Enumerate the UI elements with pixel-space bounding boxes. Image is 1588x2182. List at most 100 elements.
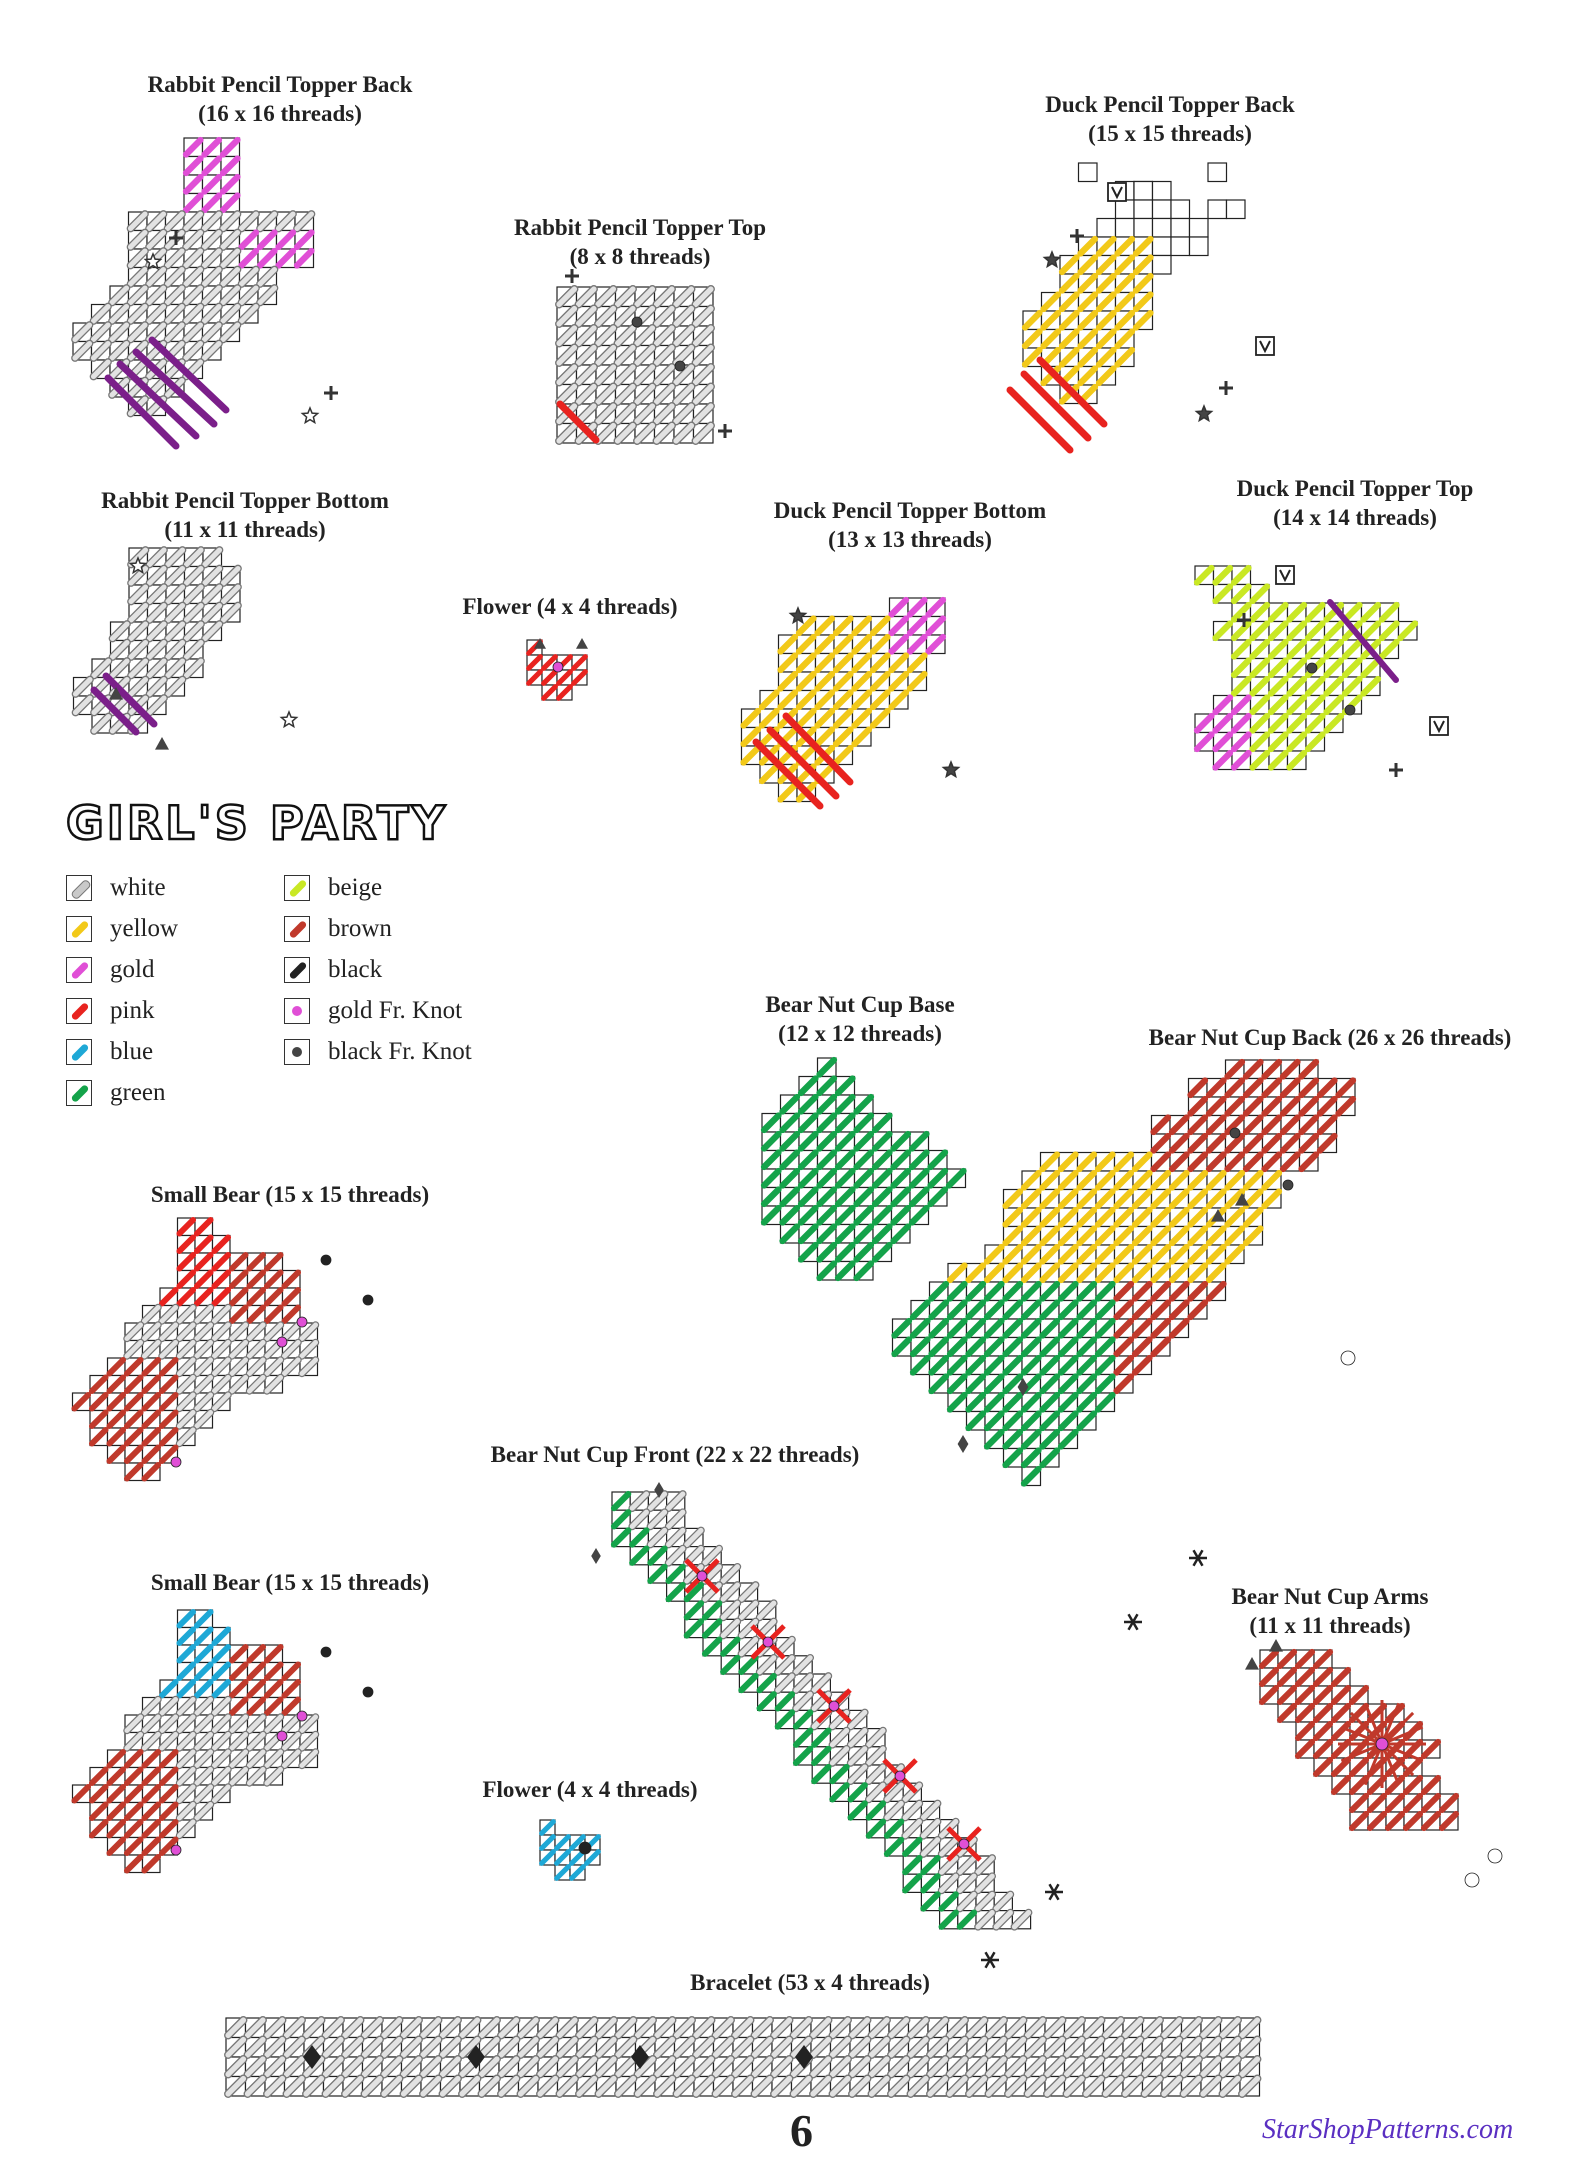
- duck-top-chart: [1193, 564, 1419, 771]
- rabbit-top-chart: [555, 285, 715, 445]
- radial-stitch: [1363, 1702, 1384, 1745]
- plus-marker-icon: [1070, 229, 1084, 243]
- piece-name: Duck Pencil Topper Back: [1045, 92, 1295, 117]
- french-knot: [1375, 1737, 1389, 1751]
- asterisk-marker-icon: [1045, 1883, 1063, 1901]
- piece-name: Bear Nut Cup Arms: [1231, 1584, 1429, 1609]
- flower-2-chart: [539, 1819, 601, 1881]
- triangle-marker-icon: [1235, 1193, 1249, 1206]
- long-stitch: [90, 686, 140, 736]
- bracelet-diamond-icon: [467, 2045, 485, 2069]
- legend-item-beige: beige: [284, 873, 382, 903]
- plus-marker-icon: [1219, 381, 1233, 395]
- french-knot: [578, 1841, 592, 1855]
- legend-item-green: green: [66, 1078, 166, 1108]
- legend-label: gold Fr. Knot: [328, 997, 463, 1024]
- asterisk-marker-icon: [1189, 1549, 1207, 1567]
- diamond-marker-icon: [957, 1435, 969, 1453]
- label-flower-1: Flower (4 x 4 threads): [420, 592, 720, 621]
- v-marker-icon: [1107, 182, 1127, 202]
- legend-label: green: [110, 1079, 166, 1106]
- swatch-gold-knot-icon: [284, 998, 310, 1024]
- radial-stitch: [1349, 1711, 1384, 1746]
- piece-name: Rabbit Pencil Topper Back: [147, 72, 413, 97]
- legend-label: beige: [328, 874, 383, 901]
- legend-item-brown: brown: [284, 914, 392, 944]
- french-knot: [1306, 662, 1318, 674]
- long-stitch: [102, 672, 158, 728]
- bear-back-chart: [891, 1058, 1357, 1487]
- piece-size: (8 x 8 threads): [569, 244, 711, 269]
- plus-marker-icon: [718, 424, 732, 438]
- bear-arms-chart: [1258, 1648, 1503, 1888]
- french-knot: [170, 1456, 182, 1468]
- french-knot: [362, 1686, 374, 1698]
- radial-stitch: [1340, 1725, 1383, 1746]
- french-knot: [674, 360, 686, 372]
- star-icon: [1042, 250, 1062, 269]
- long-stitch: [766, 726, 840, 800]
- french-knot: [1487, 1848, 1503, 1864]
- long-stitch: [1036, 356, 1108, 428]
- plus-marker-icon: [169, 231, 183, 245]
- french-knot: [276, 1730, 288, 1742]
- label-duck-top: Duck Pencil Topper Top (14 x 14 threads): [1180, 474, 1530, 532]
- label-rabbit-back: Rabbit Pencil Topper Back (16 x 16 threa…: [110, 70, 450, 128]
- legend-item-gold: gold: [66, 955, 154, 985]
- cross-stitch-1: [750, 1624, 786, 1660]
- legend-item-white: white: [66, 873, 166, 903]
- swatch-black-icon: [284, 957, 310, 983]
- star-outline-icon: [300, 406, 320, 425]
- legend-item-black: black: [284, 955, 382, 985]
- legend-label: brown: [328, 915, 392, 942]
- legend-label: blue: [110, 1038, 154, 1065]
- swatch-pink-icon: [66, 998, 92, 1024]
- long-stitch: [1327, 599, 1399, 683]
- radial-stitch: [1380, 1711, 1415, 1746]
- french-knot: [762, 1636, 774, 1648]
- small-bear-1-chart: [71, 1216, 374, 1482]
- v-marker-icon: [1255, 336, 1275, 356]
- triangle-marker-icon: [1211, 1209, 1225, 1222]
- label-bear-back: Bear Nut Cup Back (26 x 26 threads): [1090, 1023, 1570, 1052]
- french-knot: [894, 1770, 906, 1782]
- v-marker-icon: [1275, 565, 1295, 585]
- piece-size: (14 x 14 threads): [1273, 505, 1437, 530]
- french-knot: [1464, 1872, 1480, 1888]
- label-rabbit-bottom: Rabbit Pencil Topper Bottom (11 x 11 thr…: [60, 486, 430, 544]
- legend-item-blue: blue: [66, 1037, 153, 1067]
- triangle-marker-icon: [1245, 1657, 1259, 1670]
- bracelet-diamond-icon: [303, 2045, 321, 2069]
- star-icon: [1194, 404, 1214, 423]
- plus-marker-icon: [324, 386, 338, 400]
- piece-name: Duck Pencil Topper Bottom: [773, 498, 1047, 523]
- star-icon: [788, 606, 808, 625]
- radial-stitch: [1380, 1743, 1401, 1786]
- website-link[interactable]: StarShopPatterns.com: [1262, 2114, 1514, 2145]
- swatch-black-knot-icon: [284, 1039, 310, 1065]
- legend-label: pink: [110, 997, 155, 1024]
- long-stitch: [104, 374, 180, 450]
- piece-name: Rabbit Pencil Topper Bottom: [101, 488, 389, 513]
- piece-size: (11 x 11 threads): [1249, 1613, 1411, 1638]
- label-bracelet: Bracelet (53 x 4 threads): [620, 1968, 1000, 1997]
- radial-stitch: [1363, 1743, 1384, 1786]
- french-knot: [320, 1646, 332, 1658]
- cross-stitch-2: [816, 1688, 852, 1724]
- label-bear-front: Bear Nut Cup Front (22 x 22 threads): [430, 1440, 920, 1469]
- french-knot: [958, 1838, 970, 1850]
- flower-1-chart: [526, 639, 588, 701]
- star-outline-icon: [128, 556, 148, 575]
- french-knot: [1282, 1179, 1294, 1191]
- label-flower-2: Flower (4 x 4 threads): [440, 1775, 740, 1804]
- label-duck-back: Duck Pencil Topper Back (15 x 15 threads…: [1000, 90, 1340, 148]
- swatch-green-icon: [66, 1080, 92, 1106]
- piece-size: (16 x 16 threads): [198, 101, 362, 126]
- long-stitch: [782, 712, 854, 786]
- french-knot: [296, 1710, 308, 1722]
- triangle-marker-icon: [534, 638, 546, 649]
- piece-name: Bear Nut Cup Back (26 x 26 threads): [1148, 1025, 1512, 1050]
- label-bear-arms: Bear Nut Cup Arms (11 x 11 threads): [1180, 1582, 1480, 1640]
- triangle-marker-icon: [576, 638, 588, 649]
